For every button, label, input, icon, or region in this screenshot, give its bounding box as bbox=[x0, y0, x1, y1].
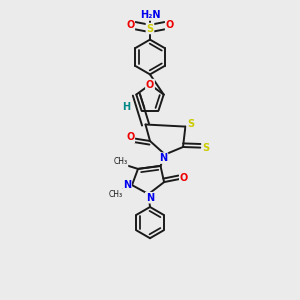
Text: N: N bbox=[159, 153, 168, 163]
Text: O: O bbox=[126, 20, 134, 31]
Text: H₂N: H₂N bbox=[140, 10, 160, 20]
Text: S: S bbox=[202, 142, 209, 153]
Text: O: O bbox=[166, 20, 174, 31]
Text: S: S bbox=[187, 119, 194, 129]
Text: CH₃: CH₃ bbox=[113, 158, 128, 166]
Text: N: N bbox=[123, 180, 131, 190]
Text: O: O bbox=[146, 80, 154, 90]
Text: CH₃: CH₃ bbox=[108, 190, 123, 199]
Text: S: S bbox=[146, 23, 154, 34]
Text: O: O bbox=[180, 173, 188, 183]
Text: O: O bbox=[126, 132, 134, 142]
Text: H: H bbox=[122, 101, 130, 112]
Text: N: N bbox=[146, 193, 154, 203]
